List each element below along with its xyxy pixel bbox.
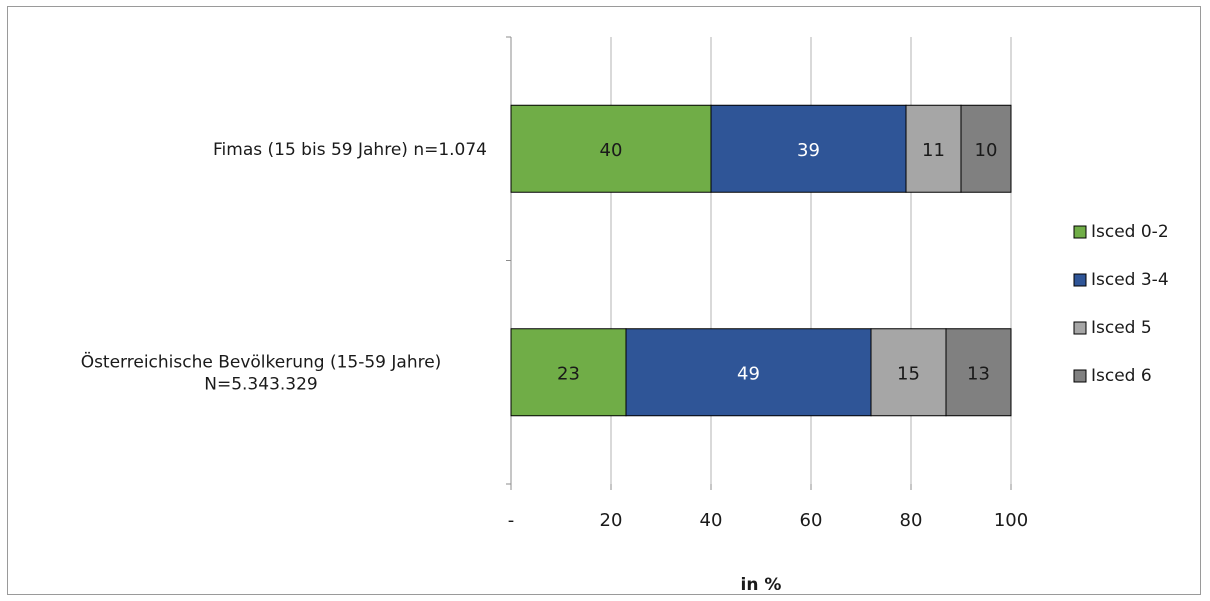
x-tick-label: 100 — [994, 510, 1028, 531]
bar-segment — [625, 328, 872, 417]
bar-segment — [905, 104, 962, 193]
bar-value-label: 49 — [737, 363, 760, 384]
legend-swatch — [1073, 273, 1087, 287]
legend-label: Isced 5 — [1091, 318, 1152, 338]
bar-segment — [710, 104, 907, 193]
bar-value-label: 10 — [975, 140, 998, 161]
legend-label: Isced 0-2 — [1091, 222, 1169, 242]
bar-value-label: 23 — [557, 363, 580, 384]
legend-swatch — [1073, 225, 1087, 239]
x-tick-label: 60 — [800, 510, 823, 531]
legend-swatch — [1073, 369, 1087, 383]
x-tick-label: 40 — [700, 510, 723, 531]
legend-swatch — [1073, 321, 1087, 335]
x-tick-label: 20 — [600, 510, 623, 531]
category-label: N=5.343.329 — [204, 374, 317, 394]
category-label: Österreichische Bevölkerung (15-59 Jahre… — [81, 350, 442, 372]
bar-value-label: 39 — [797, 140, 820, 161]
legend-label: Isced 3-4 — [1091, 270, 1169, 290]
bar-value-label: 13 — [967, 363, 990, 384]
chart-area — [7, 6, 1201, 595]
bar-segment — [960, 104, 1012, 193]
bar-value-label: 11 — [922, 140, 945, 161]
legend-label: Isced 6 — [1091, 366, 1152, 386]
bar-value-label: 40 — [600, 140, 623, 161]
x-tick-label: 80 — [900, 510, 923, 531]
category-label: Fimas (15 bis 59 Jahre) n=1.074 — [213, 140, 487, 160]
bar-segment — [870, 328, 947, 417]
bar-segment — [945, 328, 1012, 417]
x-axis-title: in % — [741, 575, 782, 595]
x-tick-label: - — [508, 510, 515, 531]
bar-segment — [510, 328, 627, 417]
bar-value-label: 15 — [897, 363, 920, 384]
